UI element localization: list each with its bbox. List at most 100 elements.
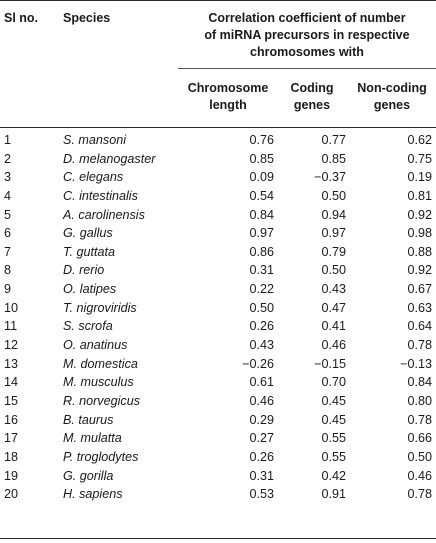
table-row: 10 T. nigroviridis 0.50 0.47 0.63 [0, 299, 436, 318]
sl-no-cell: 15 [4, 393, 19, 408]
header-coding-genes-line-1: Coding [290, 81, 334, 95]
coding-genes-cell: 0.97 [321, 226, 346, 241]
sl-no-cell: 4 [4, 188, 12, 203]
header-non-coding-genes-line-2: genes [373, 98, 411, 112]
species-cell: H. sapiens [63, 487, 123, 502]
species-cell: S. mansoni [63, 133, 126, 147]
table-row: 3 C. elegans 0.09 −0.37 0.19 [0, 168, 436, 187]
coding-genes-cell: 0.85 [321, 151, 346, 166]
coding-genes-cell: 0.50 [321, 263, 346, 278]
sl-no-cell: 6 [4, 226, 12, 241]
sl-no-cell: 8 [4, 263, 12, 278]
sl-no-cell: 17 [4, 431, 19, 446]
non-coding-genes-cell: 0.92 [407, 207, 432, 222]
coding-genes-cell: −0.15 [314, 356, 346, 371]
sl-no-cell: 11 [4, 319, 18, 334]
chromosome-length-cell: 0.22 [249, 282, 274, 297]
coding-genes-cell: 0.55 [321, 449, 346, 464]
header-coding-genes-line-2: genes [293, 98, 331, 112]
chromosome-length-cell: −0.26 [242, 356, 274, 371]
sl-no-cell: 1 [4, 133, 12, 147]
coding-genes-cell: 0.42 [321, 468, 346, 483]
non-coding-genes-cell: 0.88 [407, 244, 432, 259]
chromosome-length-cell: 0.43 [249, 338, 274, 353]
chromosome-length-cell: 0.27 [249, 431, 274, 446]
non-coding-genes-cell: 0.78 [407, 487, 432, 502]
header-chromosome-length-line-1: Chromosome [187, 81, 269, 95]
table-row: 13 M. domestica −0.26 −0.15 −0.13 [0, 355, 436, 374]
table-body: 1 S. mansoni 0.76 0.77 0.62 2 D. melanogaster… [0, 131, 436, 504]
non-coding-genes-cell: 0.19 [407, 170, 432, 185]
species-cell: A. carolinensis [63, 207, 145, 222]
sl-no-cell: 12 [4, 338, 19, 353]
header-sl-no: Sl no. [4, 11, 39, 25]
chromosome-length-cell: 0.26 [249, 449, 274, 464]
table-row: 6 G. gallus 0.97 0.97 0.98 [0, 224, 436, 243]
non-coding-genes-cell: 0.81 [407, 188, 432, 203]
non-coding-genes-cell: 0.84 [407, 375, 432, 390]
species-cell: M. domestica [63, 356, 138, 371]
species-cell: R. norvegicus [63, 393, 140, 408]
coding-genes-cell: 0.77 [321, 133, 346, 147]
sl-no-cell: 10 [4, 300, 19, 315]
chromosome-length-cell: 0.85 [249, 151, 274, 166]
chromosome-length-cell: 0.53 [249, 487, 274, 502]
sl-no-cell: 7 [4, 244, 12, 259]
species-cell: M. musculus [63, 375, 134, 390]
chromosome-length-cell: 0.09 [249, 170, 274, 185]
chromosome-length-cell: 0.54 [249, 188, 274, 203]
coding-genes-cell: 0.70 [321, 375, 346, 390]
coding-genes-cell: 0.50 [321, 188, 346, 203]
header-group-line-2: of miRNA precursors in respective [204, 28, 410, 42]
top-rule [0, 0, 436, 1]
sl-no-cell: 9 [4, 282, 12, 297]
table-row: 12 O. anatinus 0.43 0.46 0.78 [0, 336, 436, 355]
chromosome-length-cell: 0.84 [249, 207, 274, 222]
non-coding-genes-cell: 0.50 [407, 449, 432, 464]
header-group-line-1: Correlation coefficient of number [208, 11, 406, 25]
coding-genes-cell: 0.94 [321, 207, 346, 222]
coding-genes-cell: 0.55 [321, 431, 346, 446]
chromosome-length-cell: 0.29 [249, 412, 274, 427]
species-cell: T. guttata [63, 244, 116, 259]
species-cell: C. elegans [63, 170, 124, 185]
bottom-rule [0, 538, 436, 539]
species-cell: B. taurus [63, 412, 114, 427]
species-cell: G. gorilla [63, 468, 114, 483]
table-row: 2 D. melanogaster 0.85 0.85 0.75 [0, 150, 436, 169]
coding-genes-cell: 0.47 [321, 300, 346, 315]
non-coding-genes-cell: 0.78 [407, 338, 432, 353]
chromosome-length-cell: 0.31 [249, 263, 274, 278]
non-coding-genes-cell: 0.92 [407, 263, 432, 278]
species-cell: S. scrofa [63, 319, 113, 334]
non-coding-genes-cell: 0.62 [407, 133, 432, 147]
table-row: 16 B. taurus 0.29 0.45 0.78 [0, 411, 436, 430]
sl-no-cell: 14 [4, 375, 19, 390]
table-row: 8 D. rerio 0.31 0.50 0.92 [0, 261, 436, 280]
chromosome-length-cell: 0.97 [249, 226, 274, 241]
sl-no-cell: 19 [4, 468, 19, 483]
species-cell: P. troglodytes [63, 449, 139, 464]
header-rule [0, 127, 436, 128]
sl-no-cell: 20 [4, 487, 19, 502]
coding-genes-cell: 0.46 [321, 338, 346, 353]
coding-genes-cell: 0.45 [321, 393, 346, 408]
coding-genes-cell: 0.41 [321, 319, 346, 334]
species-cell: D. rerio [63, 263, 105, 278]
table-row: 19 G. gorilla 0.31 0.42 0.46 [0, 467, 436, 486]
chromosome-length-cell: 0.50 [249, 300, 274, 315]
sl-no-cell: 3 [4, 170, 12, 185]
coding-genes-cell: 0.43 [321, 282, 346, 297]
species-cell: M. mulatta [63, 431, 122, 446]
species-cell: O. latipes [63, 282, 117, 297]
species-cell: O. anatinus [63, 338, 128, 353]
table-row: 7 T. guttata 0.86 0.79 0.88 [0, 243, 436, 262]
table-row: 9 O. latipes 0.22 0.43 0.67 [0, 280, 436, 299]
species-cell: D. melanogaster [63, 151, 156, 166]
table-row: 1 S. mansoni 0.76 0.77 0.62 [0, 131, 436, 150]
chromosome-length-cell: 0.86 [249, 244, 274, 259]
non-coding-genes-cell: 0.67 [407, 282, 432, 297]
non-coding-genes-cell: 0.64 [407, 319, 432, 334]
species-cell: T. nigroviridis [63, 300, 137, 315]
table-row: 20 H. sapiens 0.53 0.91 0.78 [0, 485, 436, 504]
